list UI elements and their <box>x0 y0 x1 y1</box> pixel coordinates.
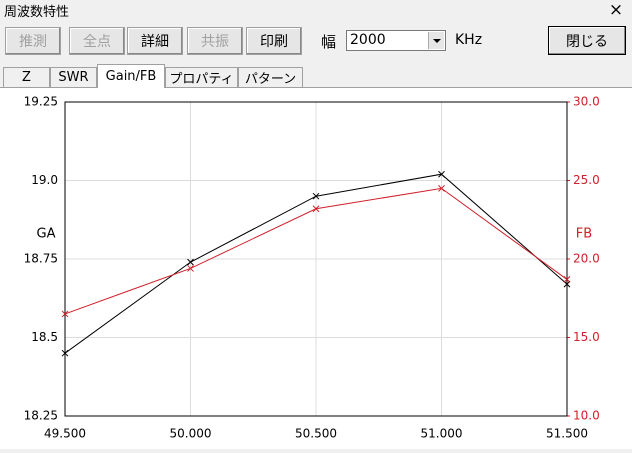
marker <box>312 205 320 213</box>
dropdown-arrow[interactable] <box>428 32 444 49</box>
x-tick-label: 51.500 <box>546 427 588 441</box>
x-tick-label: 51.000 <box>421 427 463 441</box>
toolbar-button: 共振 <box>187 27 243 55</box>
window-close[interactable]: × <box>608 0 624 20</box>
y2-tick-label: 15.0 <box>573 330 600 344</box>
tab[interactable]: パターン <box>238 67 303 87</box>
marker <box>563 280 571 288</box>
marker <box>438 184 445 192</box>
arrow-icon <box>433 39 441 43</box>
toolbar-button: 全点 <box>69 27 125 55</box>
y2-tick-label: 30.0 <box>573 95 600 109</box>
width-label: 幅 <box>321 33 337 51</box>
x-tick-label: 50.500 <box>295 427 337 441</box>
window-title: 周波数特性 <box>4 5 70 20</box>
toolbar-button[interactable]: 印刷 <box>246 27 302 55</box>
chart: 49.500 50.000 50.500 51.000 51.500 18.25 18.5 1… <box>24 95 600 441</box>
chart-panel: 49.500 50.000 50.500 51.000 51.500 18.25 18.5 1… <box>0 87 632 449</box>
tab[interactable]: Z <box>3 67 50 87</box>
y-tick-label: 18.75 <box>24 252 58 266</box>
y2-axis-label: FB <box>576 227 592 242</box>
close-button[interactable]: 閉じる <box>548 26 626 55</box>
y-tick-label: 19.25 <box>24 95 58 109</box>
y-axis-label: GA <box>37 227 56 242</box>
width-select[interactable]: 2000 <box>346 30 446 51</box>
y-tick-label: 19.0 <box>31 173 58 187</box>
marker <box>61 310 69 318</box>
y2-tick-label: 20.0 <box>573 252 600 266</box>
x-tick-label: 50.000 <box>170 427 212 441</box>
marker <box>438 170 445 178</box>
y2-tick-label: 25.0 <box>573 173 600 187</box>
toolbar-button[interactable]: 詳細 <box>127 27 183 55</box>
y-tick-label: 18.25 <box>24 409 58 423</box>
plot-frame <box>64 101 568 417</box>
toolbar-button: 推測 <box>5 27 61 55</box>
marker <box>563 276 571 283</box>
width-value: 2000 <box>350 32 386 48</box>
tab[interactable]: プロパティ <box>165 67 238 87</box>
marker <box>312 192 320 200</box>
y2-tick-label: 10.0 <box>573 409 600 423</box>
marker <box>187 265 194 272</box>
y-tick-label: 18.5 <box>31 330 58 344</box>
x-tick-label: 49.500 <box>44 427 86 441</box>
marker <box>61 349 69 357</box>
tab[interactable]: Gain/FB <box>97 64 165 88</box>
marker <box>187 258 194 266</box>
unit-label: KHz <box>455 32 483 48</box>
tab[interactable]: SWR <box>50 67 97 87</box>
